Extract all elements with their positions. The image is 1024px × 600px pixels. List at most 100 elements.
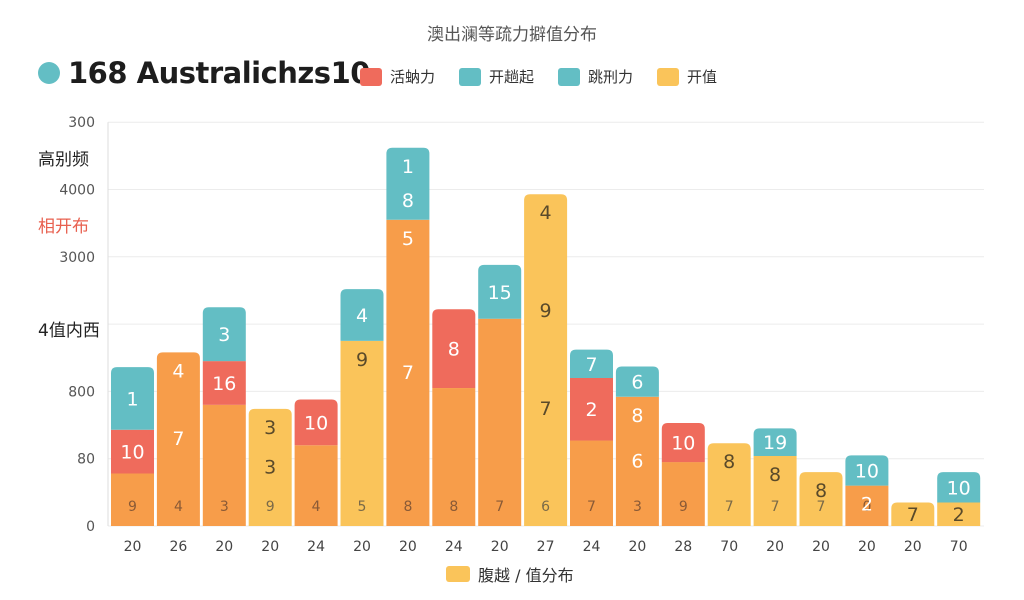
bar-data-label: 7 xyxy=(587,499,596,515)
bar-segment xyxy=(570,440,613,526)
bar-segment xyxy=(937,502,981,526)
y-tick-label: 3000 xyxy=(59,250,95,266)
bar-data-label: 8 xyxy=(402,190,414,212)
legend-item-3[interactable]: 跳刑力 xyxy=(558,66,633,87)
bar-segment xyxy=(707,443,751,526)
bar-data-label: 9 xyxy=(128,499,137,515)
x-tick-label: 24 xyxy=(583,539,601,555)
bar-data-label: 9 xyxy=(266,499,275,515)
bar-segment xyxy=(386,147,430,220)
bar-data-label: 6 xyxy=(631,450,643,472)
x-tick-label: 20 xyxy=(628,539,646,555)
y-tick-label: 800 xyxy=(68,384,95,400)
bar-data-label: 6 xyxy=(541,499,550,515)
side-label-1: 高别频 xyxy=(38,150,89,170)
bar-segment xyxy=(294,399,338,446)
chart-title: 168 Australichzs10 xyxy=(68,56,370,90)
y-tick-label: 300 xyxy=(68,115,95,131)
bar-data-label: 1 xyxy=(402,156,414,178)
bar-data-label: 19 xyxy=(763,432,787,454)
bar-data-label: 8 xyxy=(631,405,643,427)
bar-segment xyxy=(111,367,154,430)
bar-data-label: 8 xyxy=(769,464,781,486)
bar-segment xyxy=(432,309,476,389)
x-tick-label: 20 xyxy=(353,539,371,555)
bar-data-label: 7 xyxy=(402,362,414,384)
bar-segment xyxy=(570,349,613,378)
bar-data-label: 4 xyxy=(172,360,184,382)
y-tick-label: 80 xyxy=(77,452,95,468)
bar-data-label: 2 xyxy=(861,494,873,516)
bar-data-label: 8 xyxy=(723,451,735,473)
legend-item-2[interactable]: 开趟起 xyxy=(459,66,534,87)
x-tick-label: 20 xyxy=(215,539,233,555)
x-tick-label: 70 xyxy=(950,539,968,555)
bar-data-label: 7 xyxy=(585,354,597,376)
x-axis-title: 腹越 / 值分布 xyxy=(478,566,574,585)
bar-data-label: 7 xyxy=(907,504,919,526)
title-dot-icon xyxy=(38,62,60,84)
bar-data-label: 9 xyxy=(356,349,368,371)
bar-segment xyxy=(111,429,154,474)
bar-data-label: 6 xyxy=(631,372,643,394)
x-tick-label: 24 xyxy=(307,539,325,555)
bar-segment xyxy=(202,404,246,526)
bar-segment xyxy=(156,352,200,526)
legend-label-2: 开趟起 xyxy=(489,68,535,86)
x-tick-label: 27 xyxy=(537,539,555,555)
x-tick-label: 24 xyxy=(445,539,463,555)
chart-title-group: 168 Australichzs10 xyxy=(38,56,370,90)
bar-data-label: 3 xyxy=(633,499,642,515)
x-tick-label: 20 xyxy=(491,539,509,555)
bar-data-label: 8 xyxy=(448,339,460,361)
bar-data-label: 10 xyxy=(947,477,971,499)
bar-segment xyxy=(891,502,935,526)
bar-data-label: 2 xyxy=(953,504,965,526)
bar-data-label: 7 xyxy=(817,499,826,515)
bar-segment xyxy=(524,194,568,526)
bar-data-label: 9 xyxy=(540,300,552,322)
bar-data-label: 10 xyxy=(304,412,328,434)
legend-swatch-1 xyxy=(360,67,382,86)
x-tick-label: 20 xyxy=(261,539,279,555)
bar-data-label: 7 xyxy=(540,398,552,420)
bar-segment xyxy=(432,388,476,526)
legend-item-1[interactable]: 活蚋力 xyxy=(360,66,435,87)
legend-swatch-3 xyxy=(558,67,581,86)
bar-segment xyxy=(340,340,384,526)
bar-data-label: 5 xyxy=(402,228,414,250)
y-tick-label: 0 xyxy=(86,519,95,535)
x-tick-label: 20 xyxy=(124,539,142,555)
x-tick-label: 20 xyxy=(904,539,922,555)
bar-data-label: 4 xyxy=(312,499,321,515)
x-tick-label: 20 xyxy=(812,539,830,555)
x-tick-label: 20 xyxy=(399,539,417,555)
bar-segment xyxy=(248,408,292,526)
bar-segment xyxy=(570,377,613,441)
bar-segment xyxy=(799,472,843,526)
bar-data-label: 10 xyxy=(120,442,144,464)
legend-label-4: 开值 xyxy=(687,68,718,86)
x-tick-label: 26 xyxy=(169,539,187,555)
bar-data-label: 4 xyxy=(174,499,183,515)
bar-segment xyxy=(615,366,659,397)
bar-data-label: 0 xyxy=(862,499,871,515)
bar-data-label: 7 xyxy=(771,499,780,515)
bar-segment xyxy=(202,307,246,362)
legend-label-3: 跳刑力 xyxy=(588,68,634,86)
bar-data-label: 8 xyxy=(815,480,827,502)
legend-item-4[interactable]: 开值 xyxy=(657,66,717,87)
bar-segment xyxy=(845,485,889,526)
bar-segment xyxy=(386,219,430,526)
bar-data-label: 3 xyxy=(218,324,230,346)
bar-data-label: 2 xyxy=(585,399,597,421)
bar-segment xyxy=(661,462,705,526)
x-tick-label: 20 xyxy=(858,539,876,555)
bar-data-label: 7 xyxy=(495,499,504,515)
bar-segment xyxy=(937,472,981,503)
bar-data-label: 5 xyxy=(358,499,367,515)
bar-data-label: 10 xyxy=(855,460,879,482)
bar-data-label: 8 xyxy=(449,499,458,515)
bar-data-label: 16 xyxy=(212,373,236,395)
